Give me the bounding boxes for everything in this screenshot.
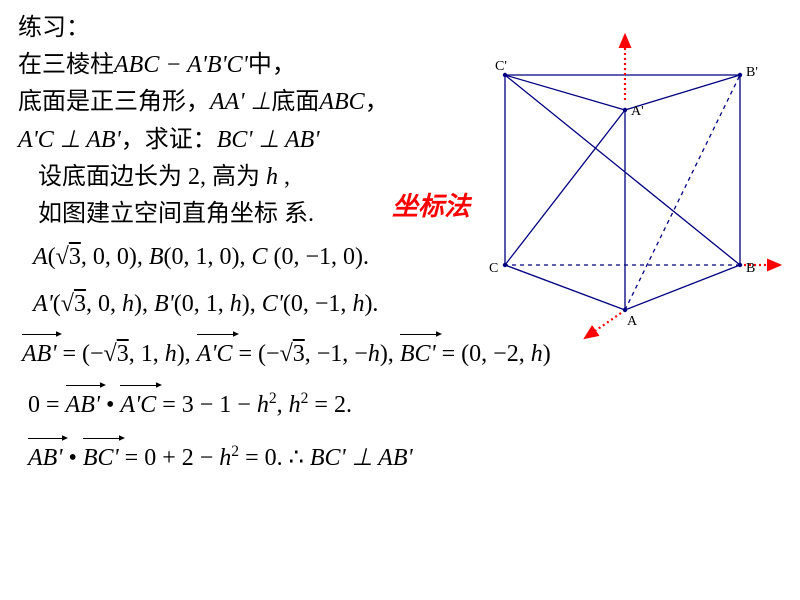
vertex-label: B' [746,65,758,81]
vertex-label: C [489,261,498,277]
vertex-label: A' [631,104,644,120]
method-annotation: 坐标法 [392,186,470,223]
line-11: AB' • BC' = 0 + 2 − h2 = 0. ∴ BC' ⊥ AB' [18,438,778,477]
vertex-label: C' [495,59,507,75]
vertex-label: A [627,314,637,330]
vertex-label: B [746,261,755,277]
prism-diagram: A B C A' B' C' [480,30,790,340]
line-10: 0 = AB' • A'C = 3 − 1 − h2, h2 = 2. [18,385,778,424]
